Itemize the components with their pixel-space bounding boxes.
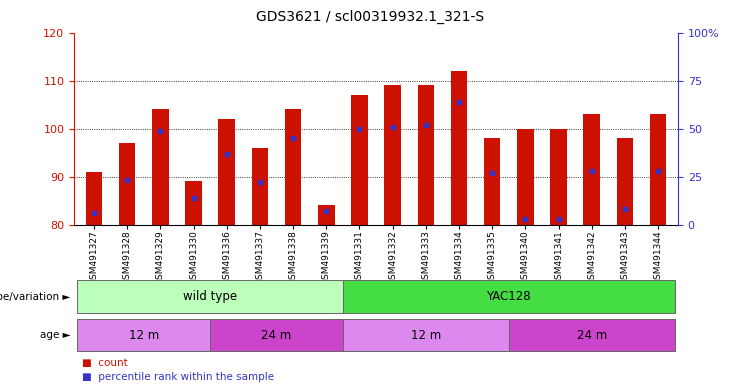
Bar bbox=[451, 71, 468, 225]
Text: wild type: wild type bbox=[183, 290, 237, 303]
Bar bbox=[252, 148, 268, 225]
Text: age ►: age ► bbox=[40, 330, 70, 340]
Text: 24 m: 24 m bbox=[262, 329, 292, 341]
Bar bbox=[285, 109, 302, 225]
Bar bbox=[617, 138, 634, 225]
Text: 12 m: 12 m bbox=[129, 329, 159, 341]
Bar bbox=[185, 182, 202, 225]
Bar bbox=[417, 85, 434, 225]
Bar bbox=[551, 129, 567, 225]
Bar bbox=[650, 114, 666, 225]
Text: YAC128: YAC128 bbox=[487, 290, 531, 303]
Bar bbox=[517, 129, 534, 225]
Bar bbox=[484, 138, 500, 225]
Bar bbox=[119, 143, 136, 225]
Bar bbox=[583, 114, 600, 225]
Text: 12 m: 12 m bbox=[411, 329, 441, 341]
Bar bbox=[219, 119, 235, 225]
Text: GDS3621 / scl00319932.1_321-S: GDS3621 / scl00319932.1_321-S bbox=[256, 10, 485, 24]
Bar bbox=[152, 109, 169, 225]
Bar bbox=[86, 172, 102, 225]
Bar bbox=[351, 95, 368, 225]
Text: ■  percentile rank within the sample: ■ percentile rank within the sample bbox=[82, 372, 273, 382]
Text: ■  count: ■ count bbox=[82, 358, 127, 368]
Text: genotype/variation ►: genotype/variation ► bbox=[0, 291, 70, 302]
Bar bbox=[318, 205, 335, 225]
Bar bbox=[385, 85, 401, 225]
Text: 24 m: 24 m bbox=[576, 329, 607, 341]
